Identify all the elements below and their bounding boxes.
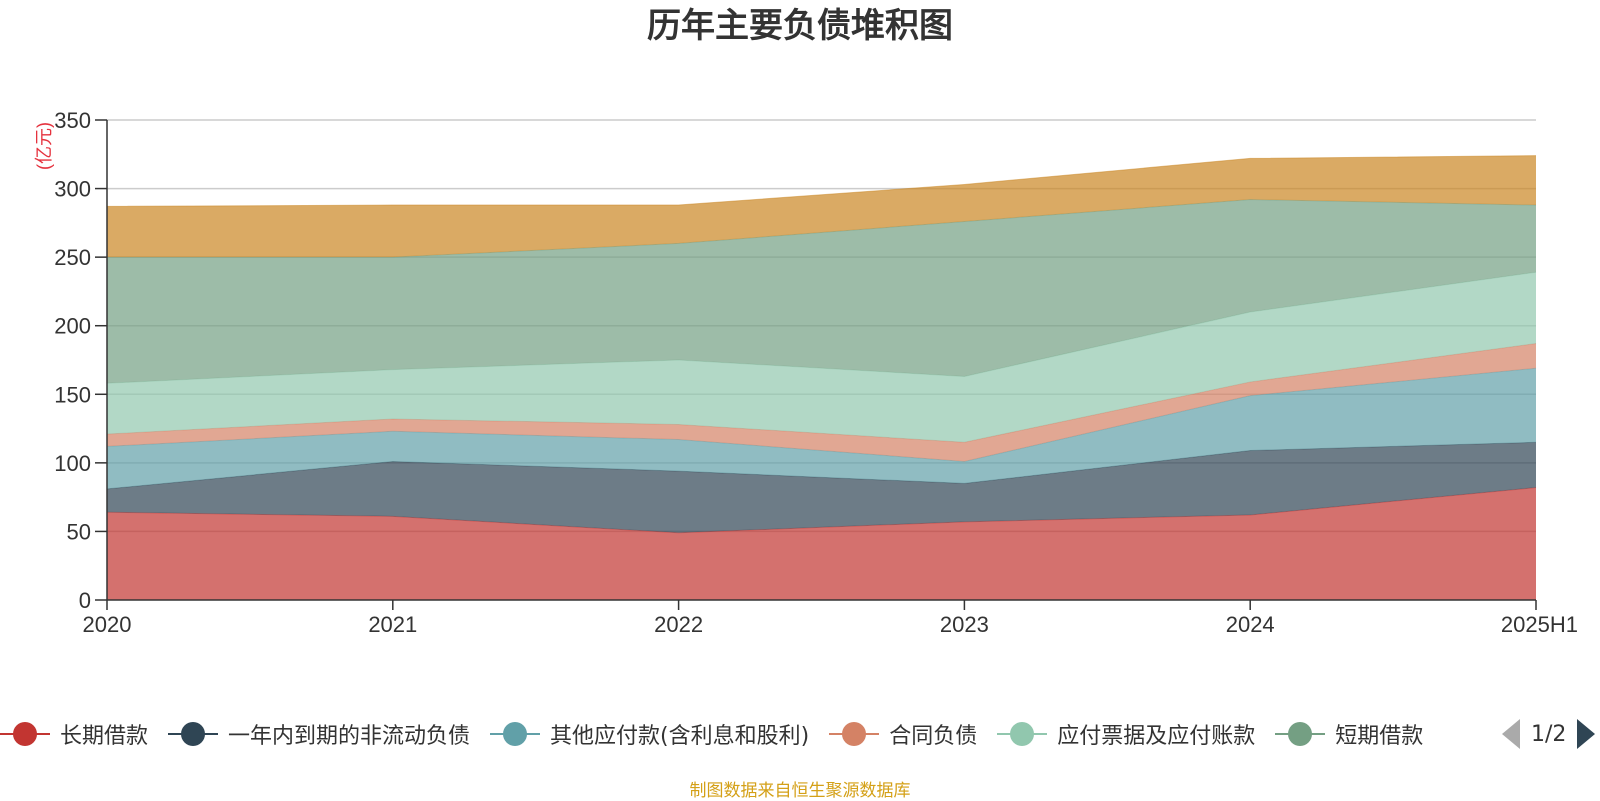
legend-prev-page-icon[interactable] (1502, 719, 1520, 749)
y-tick-label: 200 (54, 314, 91, 339)
x-tick-label: 2020 (83, 612, 132, 637)
legend-marker-icon (0, 719, 50, 749)
legend-label: 短期借款 (1335, 724, 1424, 749)
series-area-1 (107, 442, 1536, 533)
legend-label: 长期借款 (60, 724, 149, 749)
legend-pager: 1/2 (1500, 716, 1600, 752)
y-tick-label: 300 (54, 177, 91, 202)
x-tick-label: 2024 (1226, 612, 1275, 637)
series-line-2 (106, 367, 1537, 462)
legend-marker-icon (1275, 719, 1326, 749)
legend-item[interactable]: 应付票据及应付账款 (997, 718, 1255, 750)
series-line-4 (106, 271, 1537, 384)
series-area-4 (107, 272, 1536, 443)
legend-item[interactable]: 长期借款 (0, 718, 148, 750)
y-tick-label: 50 (67, 519, 91, 544)
chart-title: 历年主要负债堆积图 (647, 6, 953, 46)
series-area-3 (107, 343, 1536, 462)
series-area-5 (107, 199, 1536, 384)
x-tick-label: 2025H1 (1501, 612, 1578, 637)
legend-label: 应付票据及应付账款 (1057, 724, 1256, 749)
series-area-0 (107, 487, 1536, 600)
series-line-6 (106, 155, 1537, 207)
series-areas (106, 155, 1537, 600)
legend-marker-icon (168, 719, 219, 749)
legend-item[interactable]: 短期借款 (1275, 718, 1423, 750)
legend-page-indicator: 1/2 (1531, 721, 1567, 747)
y-tick-label: 100 (54, 451, 91, 476)
x-tick-label: 2022 (654, 612, 703, 637)
legend: 长期借款 一年内到期的非流动负债 其他应付款(含利息和股利) 合同负债 应付票据及应付账… (0, 712, 1498, 756)
legend-item[interactable]: 一年内到期的非流动负债 (168, 718, 470, 750)
legend-item[interactable]: 其他应付款(含利息和股利) (490, 718, 809, 750)
y-tick-label: 150 (54, 382, 91, 407)
data-source-note: 制图数据来自恒生聚源数据库 (689, 781, 911, 801)
y-axis-label: (亿元) (34, 122, 54, 170)
legend-next-page-icon[interactable] (1577, 719, 1596, 749)
y-tick-label: 0 (79, 588, 91, 613)
y-tick-label: 250 (54, 245, 91, 270)
legend-marker-icon (997, 719, 1048, 749)
series-line-1 (106, 441, 1537, 490)
axes: 0 50 100 150 200 250 300 350 2020 2021 2022 2023 202… (54, 108, 1578, 637)
legend-item[interactable]: 合同负债 (829, 718, 977, 750)
legend-marker-icon (490, 719, 541, 749)
legend-label: 一年内到期的非流动负债 (228, 724, 471, 749)
x-tick-label: 2023 (940, 612, 989, 637)
legend-label: 合同负债 (889, 724, 978, 749)
legend-row: 长期借款 一年内到期的非流动负债 其他应付款(含利息和股利) 合同负债 应付票据及应付账… (0, 712, 1443, 756)
x-tick-label: 2021 (368, 612, 417, 637)
legend-label: 其他应付款(含利息和股利) (550, 724, 810, 749)
legend-marker-icon (829, 719, 880, 749)
series-area-2 (107, 368, 1536, 489)
series-area-6 (107, 155, 1536, 258)
y-tick-label: 350 (54, 108, 91, 133)
